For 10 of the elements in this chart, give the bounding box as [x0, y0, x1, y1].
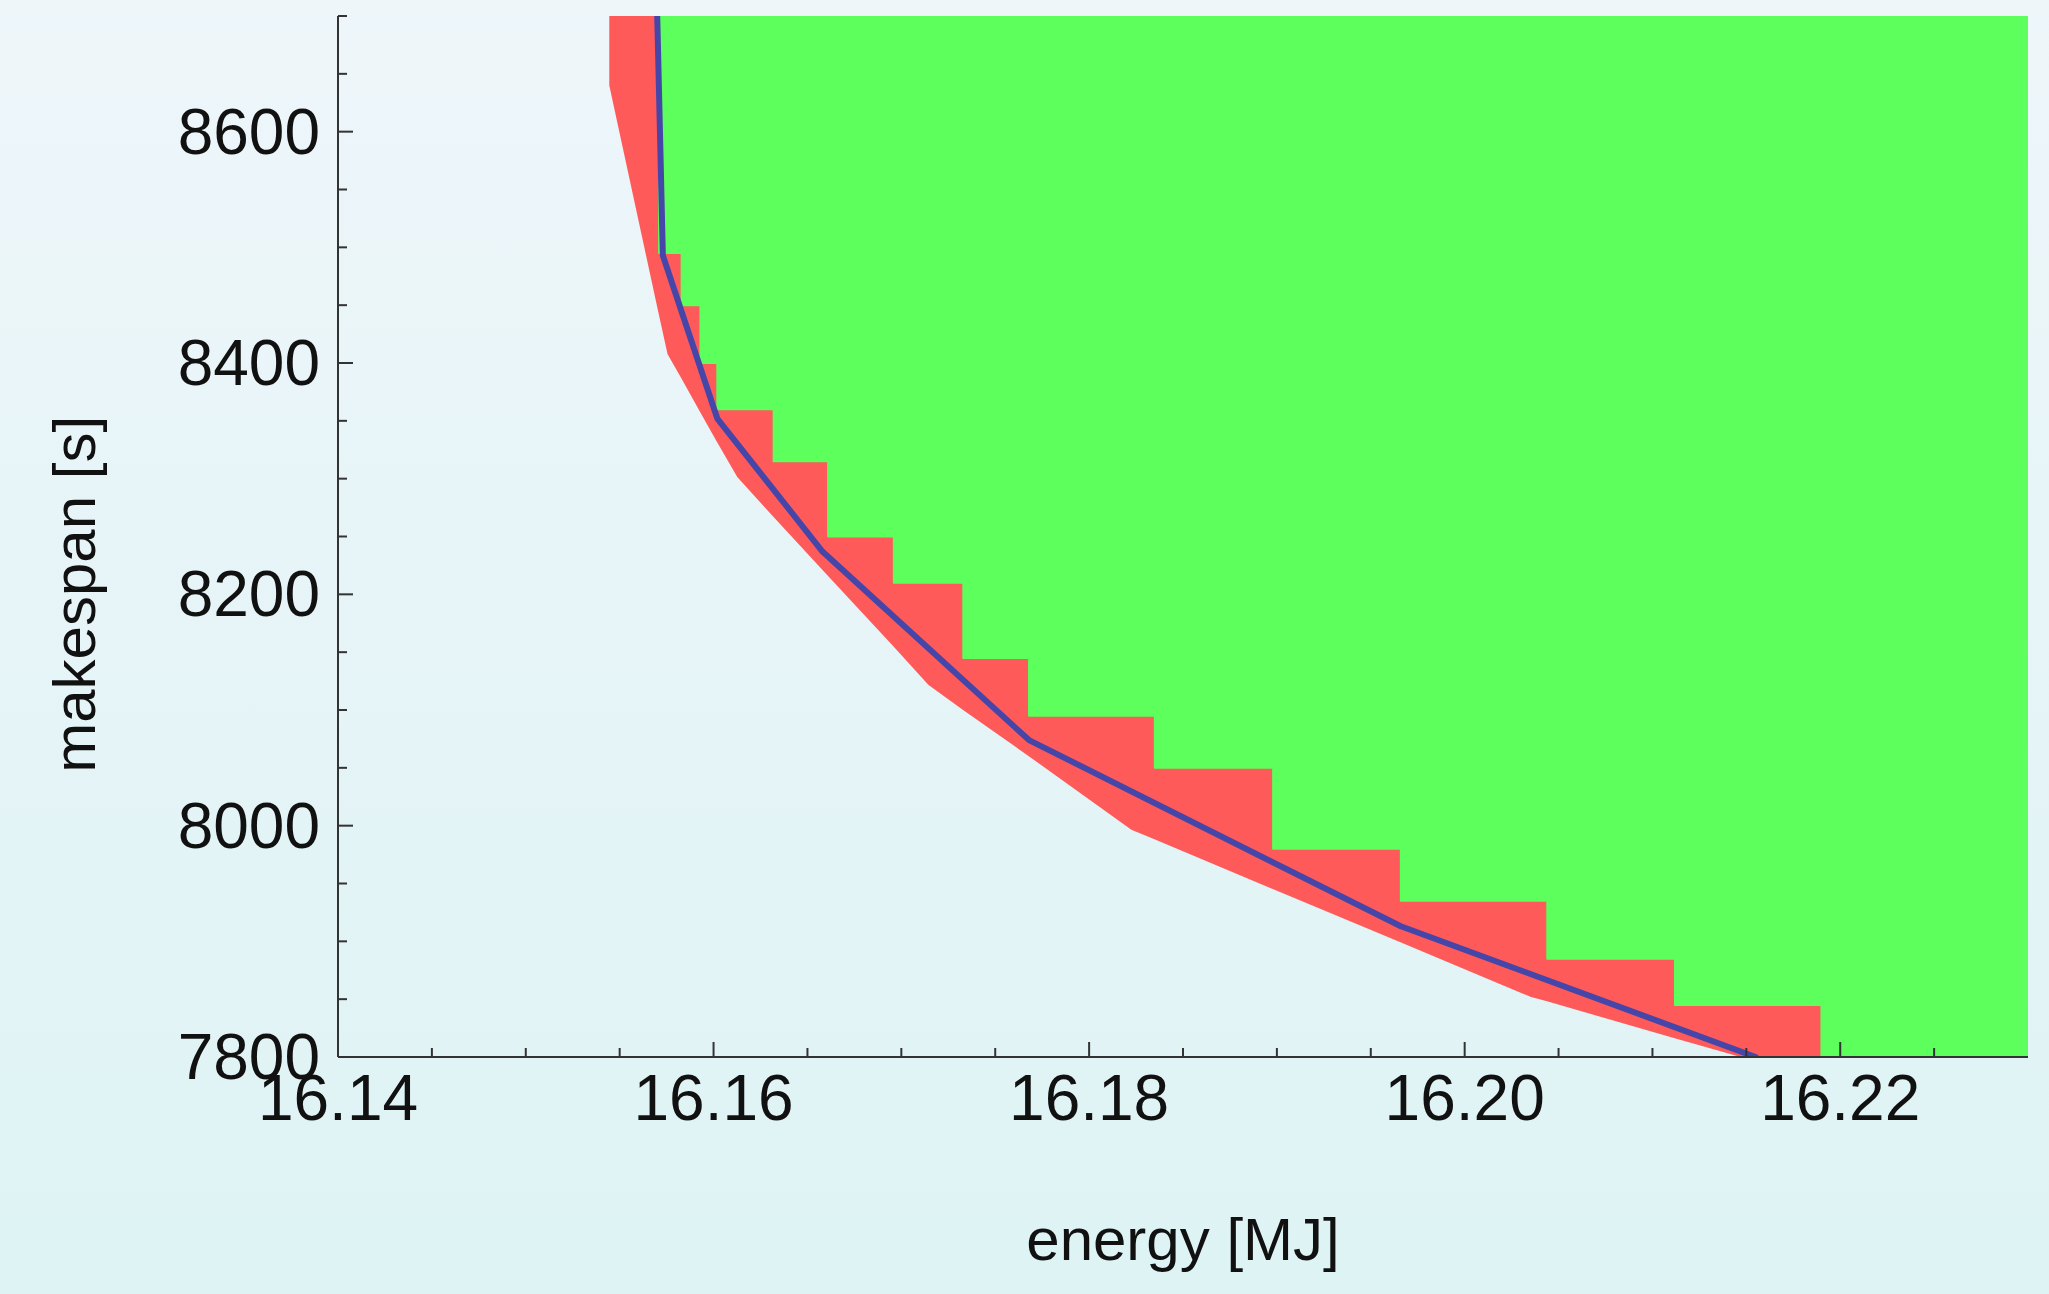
x-tick-label: 16.22 [1760, 1062, 1921, 1134]
y-tick-label: 8400 [177, 327, 320, 399]
x-axis-title: energy [MJ] [1026, 1206, 1340, 1273]
y-tick-label: 8600 [177, 95, 320, 168]
x-tick-label: 16.18 [1009, 1062, 1170, 1134]
x-tick-label: 16.16 [633, 1062, 794, 1134]
y-tick-label: 8200 [177, 558, 320, 631]
y-tick-label: 8000 [177, 789, 320, 862]
y-axis-title: makespan [s] [41, 415, 108, 773]
x-tick-label: 16.20 [1384, 1062, 1545, 1134]
